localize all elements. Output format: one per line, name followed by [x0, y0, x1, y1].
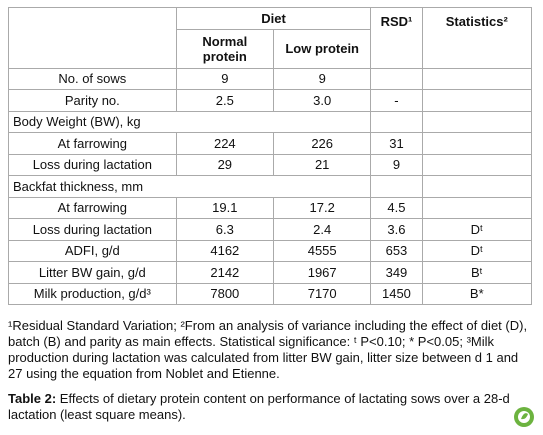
cell: 4555 — [272, 239, 372, 262]
cell — [370, 67, 423, 90]
row-label: ADFI, g/d — [8, 239, 177, 262]
cell: 21 — [272, 153, 372, 176]
cell: Dᵗ — [421, 218, 533, 241]
cell: 349 — [370, 261, 423, 284]
table-row: Body Weight (BW), kg — [7, 110, 533, 133]
cell: 2.4 — [272, 218, 372, 241]
cell: 7800 — [175, 282, 275, 305]
logo-leaf — [521, 413, 528, 420]
cell — [421, 196, 533, 219]
row-label: Loss during lactation — [8, 218, 177, 241]
cell: 19.1 — [175, 196, 275, 219]
cell: 3.0 — [272, 89, 372, 112]
cell — [421, 175, 533, 198]
cell: - — [370, 89, 423, 112]
row-label: At farrowing — [8, 132, 177, 155]
table-row: At farrowing 224 226 31 — [8, 132, 533, 155]
table-row: Backfat thickness, mm — [7, 175, 533, 198]
cell: 4.5 — [370, 196, 423, 219]
cell: 9 — [370, 153, 423, 176]
cell: 226 — [272, 132, 372, 155]
row-label: Loss during lactation — [8, 153, 177, 176]
cell: 653 — [370, 239, 423, 262]
cell: 224 — [175, 132, 275, 155]
header-cell: Statistics² — [421, 7, 533, 69]
cell — [421, 132, 533, 155]
table-row: Parity no. 2.5 3.0- — [8, 89, 533, 112]
cell: Dᵗ — [421, 239, 533, 262]
header-cell: Diet — [175, 7, 372, 30]
table-row: Loss during lactation 6.3 2.4 3.6 Dᵗ — [8, 218, 533, 241]
row-label: Litter BW gain, g/d — [8, 261, 177, 284]
cell: B* — [421, 282, 533, 305]
cell — [370, 110, 423, 133]
cell: 1450 — [370, 282, 423, 305]
cell: 3.6 — [370, 218, 423, 241]
row-label: No. of sows — [8, 67, 177, 90]
cell: Bᵗ — [421, 261, 533, 284]
table-row: Litter BW gain, g/d 2142 1967 349 Bᵗ — [8, 261, 533, 284]
cell: 2.5 — [175, 89, 275, 112]
row-label: Milk production, g/d³ — [8, 282, 177, 305]
cell: 29 — [175, 153, 275, 176]
cell: 4162 — [175, 239, 275, 262]
cell — [421, 67, 533, 90]
corner-cell — [8, 7, 177, 69]
section-label: Backfat thickness, mm — [7, 175, 372, 198]
data-table: Diet RSD¹ Statistics² Normal protein Low… — [7, 7, 533, 305]
footnote: ¹Residual Standard Variation; ²From an a… — [8, 318, 528, 381]
cell: 6.3 — [175, 218, 275, 241]
cell — [421, 89, 533, 112]
cell: 1967 — [272, 261, 372, 284]
logo — [514, 407, 534, 427]
caption-text: Effects of dietary protein content on pe… — [8, 391, 510, 422]
cell — [421, 110, 533, 133]
section-label: Body Weight (BW), kg — [7, 110, 372, 133]
table-row: ADFI, g/d 4162 4555 653 Dᵗ — [8, 239, 533, 262]
caption-label: Table 2: — [8, 391, 57, 406]
row-label: Parity no. — [8, 89, 177, 112]
table-row: At farrowing 19.1 17.2 4.5 — [8, 196, 533, 219]
cell: 17.2 — [272, 196, 372, 219]
header-cell: RSD¹ — [370, 7, 423, 69]
cell: 7170 — [272, 282, 372, 305]
header-cell: Normal protein — [175, 28, 275, 69]
caption: Table 2: Effects of dietary protein cont… — [8, 391, 518, 423]
table-row: Loss during lactation 29 21 9 — [8, 153, 533, 176]
header-cell: Low protein — [272, 28, 372, 69]
row-label: At farrowing — [8, 196, 177, 219]
cell — [421, 153, 533, 176]
cell: 2142 — [175, 261, 275, 284]
cell — [370, 175, 423, 198]
cell: 31 — [370, 132, 423, 155]
table-row: Milk production, g/d³ 7800 7170 1450 B* — [8, 282, 533, 305]
cell: 9 — [175, 67, 275, 90]
table-row: No. of sows 9 9 — [8, 67, 533, 90]
cell: 9 — [272, 67, 372, 90]
